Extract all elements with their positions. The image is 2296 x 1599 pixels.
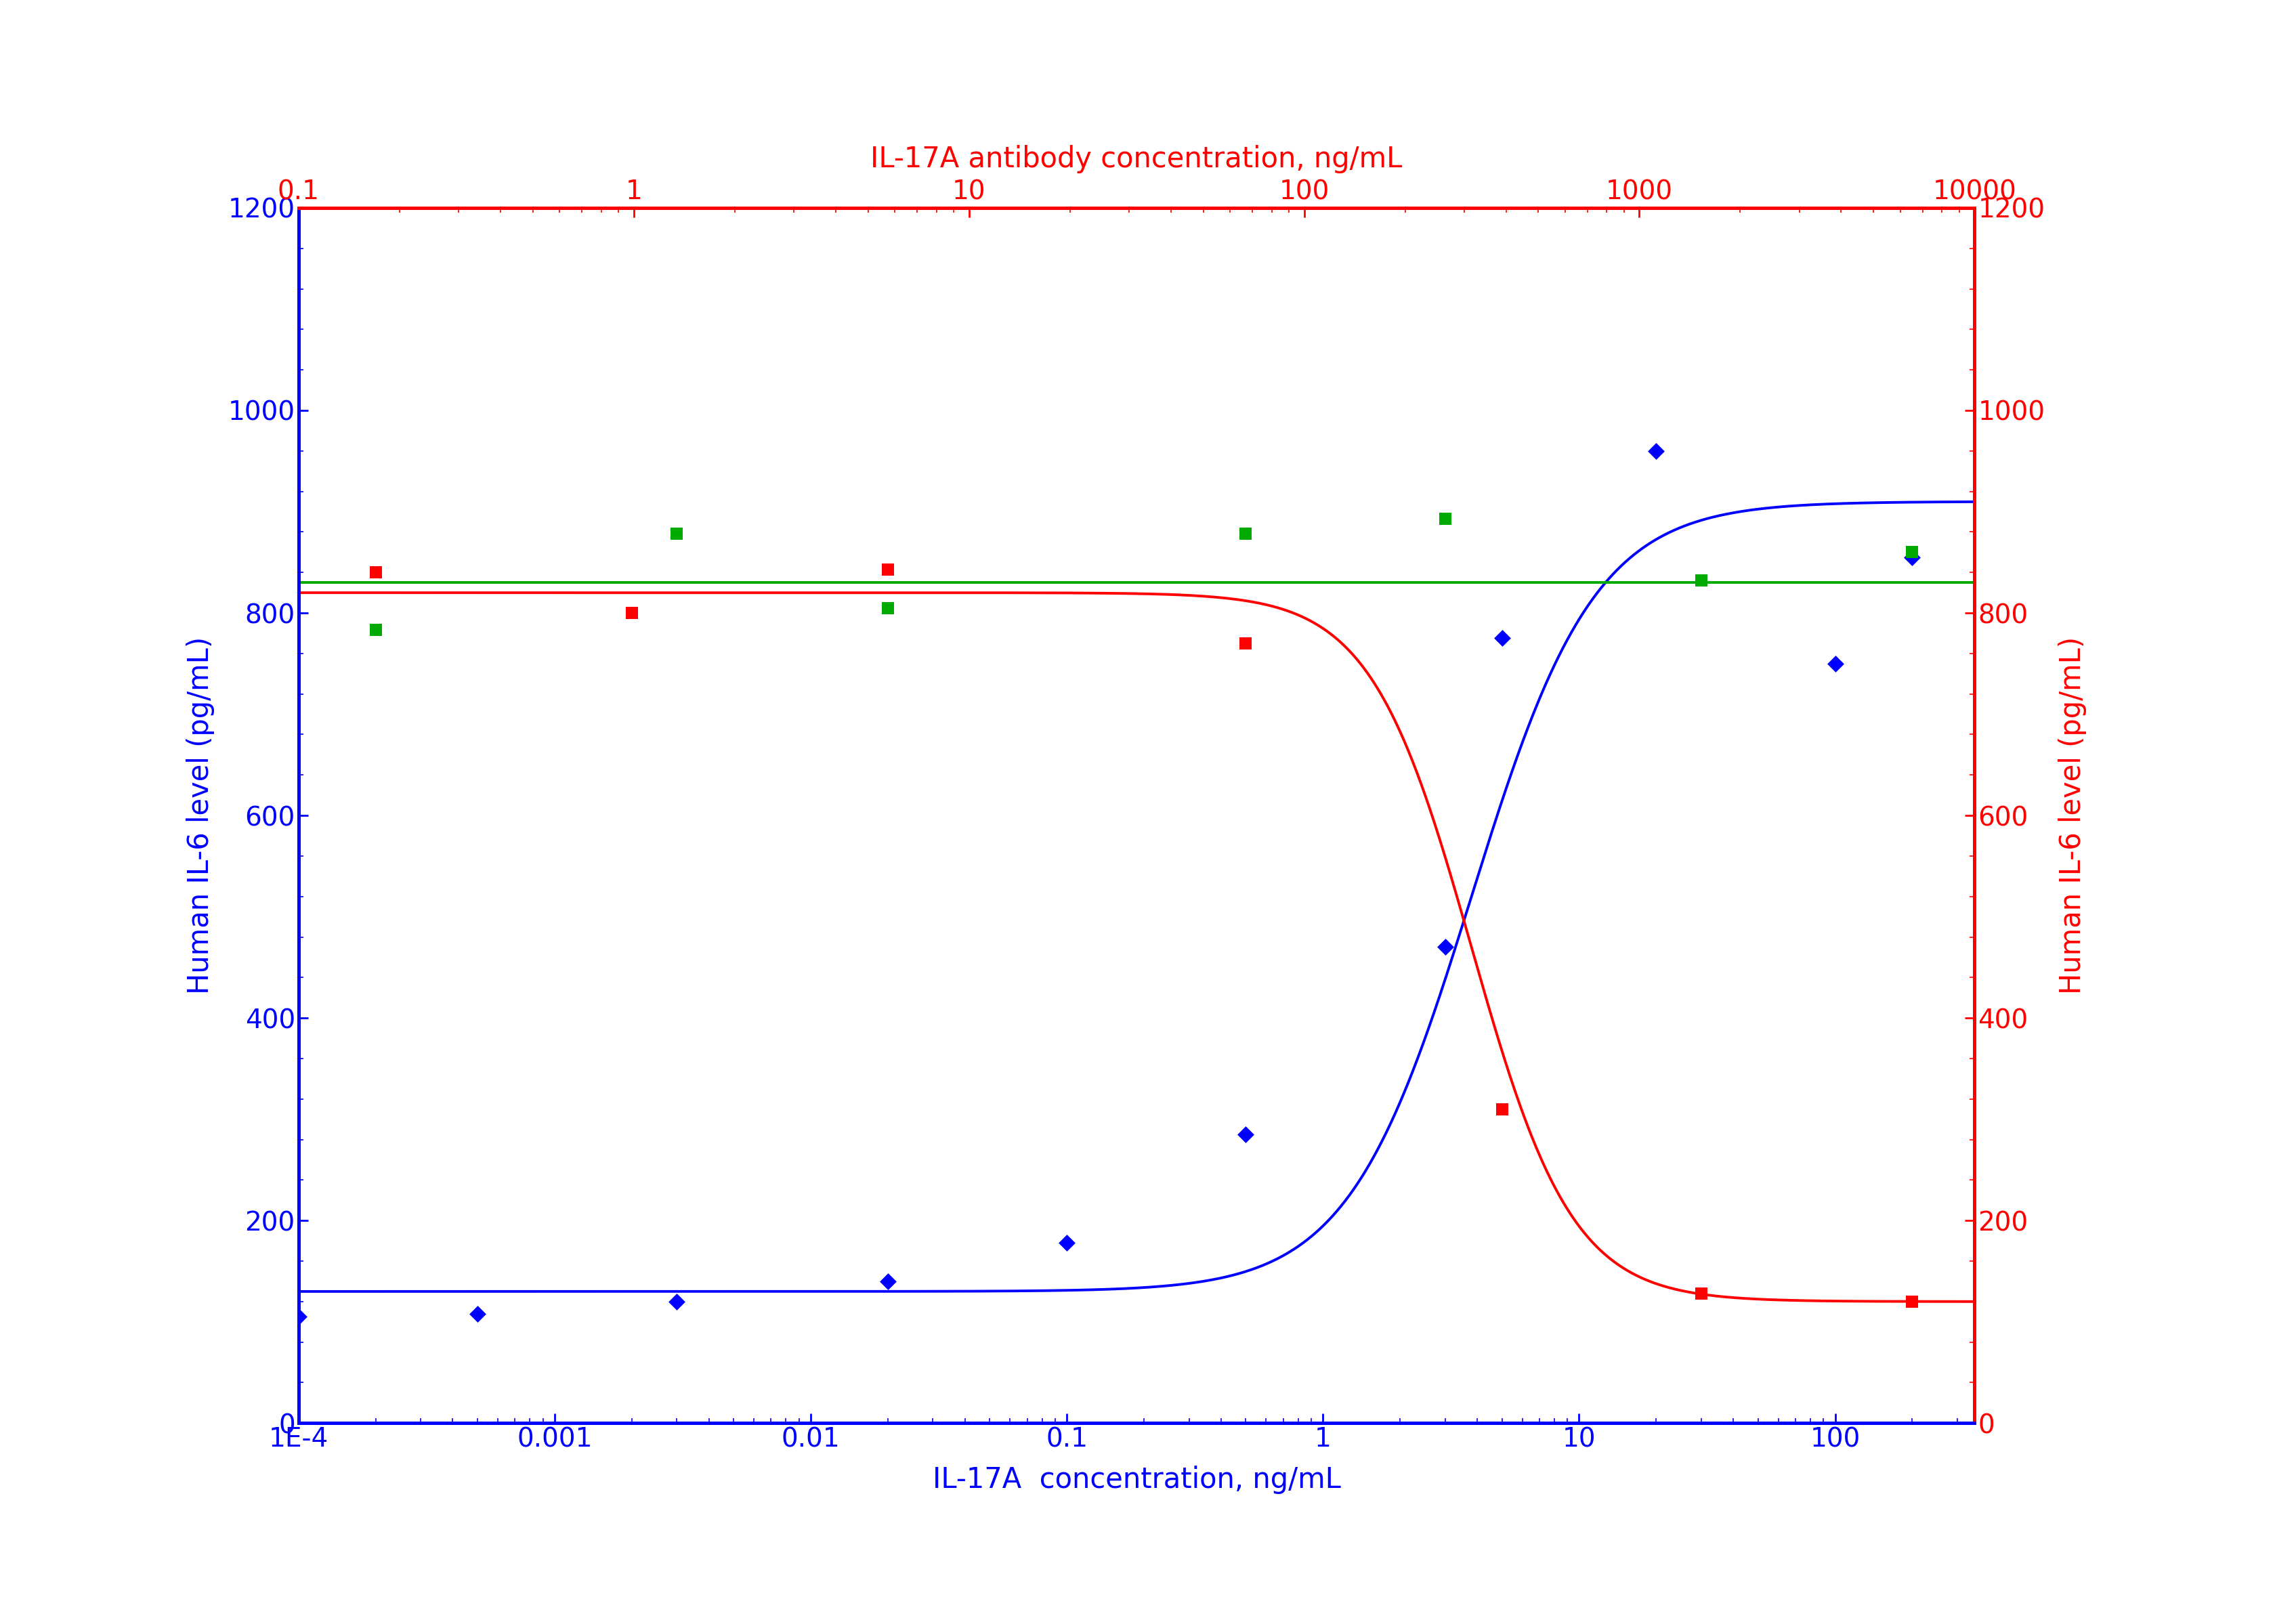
Y-axis label: Human IL-6 level (pg/mL): Human IL-6 level (pg/mL) <box>2057 636 2087 995</box>
Point <box>870 595 907 620</box>
Y-axis label: Human IL-6 level (pg/mL): Human IL-6 level (pg/mL) <box>186 636 216 995</box>
Point <box>358 560 395 585</box>
Point <box>1426 934 1463 959</box>
Point <box>280 1305 317 1330</box>
X-axis label: IL-17A  concentration, ng/mL: IL-17A concentration, ng/mL <box>932 1465 1341 1493</box>
Point <box>1816 651 1853 676</box>
Point <box>1637 438 1674 464</box>
Point <box>1228 521 1265 547</box>
Point <box>659 1289 696 1314</box>
Point <box>1683 1281 1720 1306</box>
Point <box>659 521 696 547</box>
Point <box>1049 1230 1086 1255</box>
Point <box>613 600 650 625</box>
Point <box>1228 1122 1265 1148</box>
Point <box>1426 505 1463 531</box>
Point <box>1228 630 1265 656</box>
Point <box>1483 625 1520 651</box>
Point <box>1683 568 1720 593</box>
Point <box>1894 1289 1931 1314</box>
X-axis label: IL-17A antibody concentration, ng/mL: IL-17A antibody concentration, ng/mL <box>870 146 1403 174</box>
Point <box>459 1302 496 1327</box>
Point <box>870 1268 907 1294</box>
Point <box>358 617 395 643</box>
Point <box>1483 1097 1520 1122</box>
Point <box>870 556 907 582</box>
Point <box>1894 539 1931 564</box>
Point <box>1894 544 1931 569</box>
